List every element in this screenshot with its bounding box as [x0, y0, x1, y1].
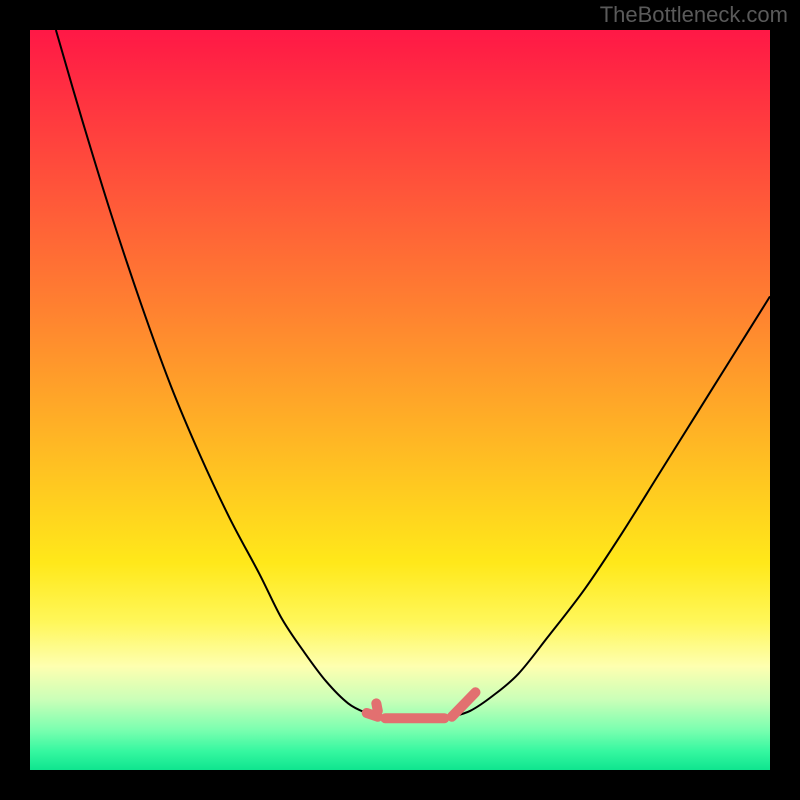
basin-segment-1 — [376, 703, 377, 710]
curve-left — [56, 30, 382, 717]
plot-area — [30, 30, 770, 770]
chart-overlay — [30, 30, 770, 770]
curve-right — [452, 296, 770, 716]
bottleneck-chart: TheBottleneck.com — [0, 0, 800, 800]
watermark-text: TheBottleneck.com — [600, 2, 788, 28]
